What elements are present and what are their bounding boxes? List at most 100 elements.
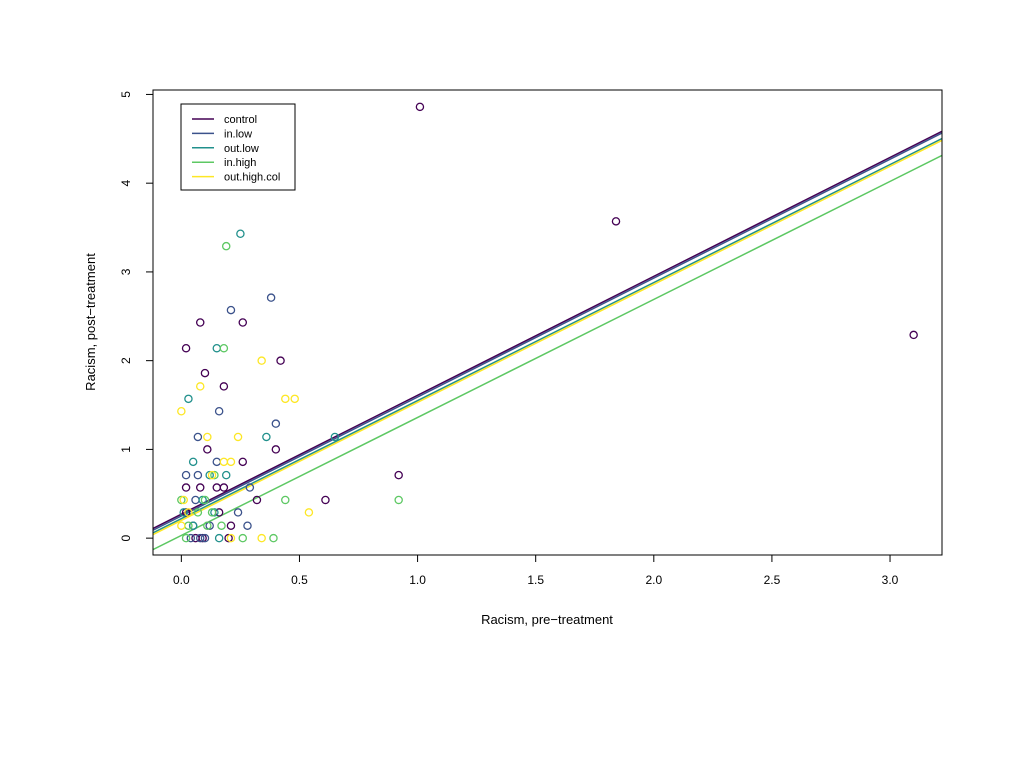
point-control bbox=[181, 483, 191, 492]
legend-label: in.low bbox=[224, 128, 252, 140]
point-in-low bbox=[191, 495, 200, 505]
point-in-high bbox=[210, 470, 219, 480]
point-control bbox=[203, 445, 212, 454]
point-control bbox=[611, 217, 621, 226]
point-out-low bbox=[198, 495, 207, 505]
point-out-high-col bbox=[226, 457, 236, 467]
x-tick-label: 1.0 bbox=[409, 573, 426, 587]
fit-line-control bbox=[153, 130, 942, 530]
point-control bbox=[238, 457, 248, 467]
point-out-high-col bbox=[195, 382, 205, 391]
x-tick-label: 0.0 bbox=[173, 573, 190, 587]
point-control bbox=[195, 318, 205, 327]
point-in-low bbox=[266, 293, 276, 302]
fit-line-out-high-col bbox=[153, 139, 942, 536]
point-control bbox=[224, 533, 233, 543]
point-out-high-col bbox=[184, 508, 193, 517]
legend-label: control bbox=[224, 114, 257, 126]
regression-lines bbox=[153, 130, 942, 551]
point-out-high-col bbox=[226, 533, 236, 543]
point-out-low bbox=[188, 457, 198, 467]
fit-line-in-low bbox=[153, 132, 942, 531]
point-out-low bbox=[210, 508, 219, 517]
point-out-high-col bbox=[207, 470, 217, 480]
point-in-low bbox=[214, 406, 224, 416]
point-in-low bbox=[200, 533, 210, 543]
point-control bbox=[219, 483, 229, 492]
point-out-high-col bbox=[219, 457, 229, 467]
point-in-low bbox=[243, 521, 252, 530]
data-points bbox=[177, 102, 918, 543]
fit-line-in-high bbox=[153, 154, 942, 551]
point-control bbox=[219, 382, 229, 391]
point-out-low bbox=[236, 229, 245, 239]
point-in-high bbox=[394, 495, 403, 505]
point-in-high bbox=[200, 495, 210, 505]
point-control bbox=[394, 470, 403, 480]
y-tick-label: 5 bbox=[119, 91, 133, 98]
point-out-high-col bbox=[177, 521, 186, 530]
x-tick-label: 1.5 bbox=[527, 573, 544, 587]
point-out-high-col bbox=[257, 356, 266, 365]
point-in-high bbox=[217, 521, 226, 530]
point-in-high bbox=[238, 533, 248, 543]
point-control bbox=[271, 445, 281, 454]
y-tick-label: 3 bbox=[119, 268, 133, 275]
point-out-low bbox=[205, 470, 214, 480]
point-out-low bbox=[212, 343, 222, 353]
point-out-high-col bbox=[203, 432, 212, 442]
point-in-low bbox=[195, 533, 205, 543]
point-in-high bbox=[203, 521, 212, 530]
point-in-low bbox=[193, 470, 203, 480]
point-in-high bbox=[184, 521, 193, 530]
point-control bbox=[181, 508, 191, 517]
point-in-high bbox=[207, 508, 217, 517]
point-control bbox=[252, 495, 262, 505]
legend: control in.low out.low in.high out.high.col bbox=[180, 103, 296, 191]
point-out-low bbox=[188, 521, 198, 530]
y-axis: 0 1 2 3 4 5 bbox=[119, 91, 153, 541]
point-in-high bbox=[219, 343, 229, 353]
point-out-low bbox=[184, 394, 193, 404]
point-in-high bbox=[281, 495, 290, 505]
y-axis-label: Racism, post−treatment bbox=[83, 253, 98, 391]
point-in-low bbox=[193, 432, 203, 442]
point-control bbox=[200, 368, 210, 378]
legend-label: in.high bbox=[224, 157, 256, 169]
x-axis-label: Racism, pre−treatment bbox=[481, 612, 613, 627]
point-control bbox=[181, 343, 191, 353]
plot-frame bbox=[152, 89, 943, 556]
point-out-high-col bbox=[233, 432, 243, 442]
point-control bbox=[238, 318, 248, 327]
point-in-low bbox=[245, 483, 255, 492]
point-in-low bbox=[212, 457, 222, 467]
x-axis: 0.0 0.5 1.0 1.5 2.0 2.5 3.0 bbox=[173, 555, 899, 587]
y-tick-label: 4 bbox=[119, 180, 133, 187]
point-in-low bbox=[271, 419, 281, 428]
point-control bbox=[909, 330, 918, 340]
point-out-high-col bbox=[257, 533, 266, 543]
point-control bbox=[321, 495, 330, 505]
point-control bbox=[198, 533, 207, 543]
point-in-low bbox=[181, 470, 191, 480]
x-tick-label: 2.0 bbox=[645, 573, 662, 587]
point-control bbox=[226, 521, 236, 530]
point-control bbox=[195, 483, 205, 492]
x-tick-label: 3.0 bbox=[882, 573, 899, 587]
y-tick-label: 0 bbox=[119, 534, 133, 541]
point-in-high bbox=[181, 533, 191, 543]
point-in-high bbox=[193, 508, 203, 517]
point-out-low bbox=[214, 533, 224, 543]
point-out-low bbox=[179, 508, 188, 517]
y-tick-label: 2 bbox=[119, 357, 133, 364]
point-in-high bbox=[177, 495, 186, 505]
point-control bbox=[212, 483, 222, 492]
legend-label: out.high.col bbox=[224, 172, 280, 184]
point-out-high-col bbox=[179, 495, 188, 505]
point-out-low bbox=[262, 432, 271, 442]
point-in-low bbox=[226, 305, 236, 315]
point-out-high-col bbox=[304, 508, 314, 517]
point-out-high-col bbox=[290, 394, 299, 404]
legend-label: out.low bbox=[224, 143, 259, 155]
